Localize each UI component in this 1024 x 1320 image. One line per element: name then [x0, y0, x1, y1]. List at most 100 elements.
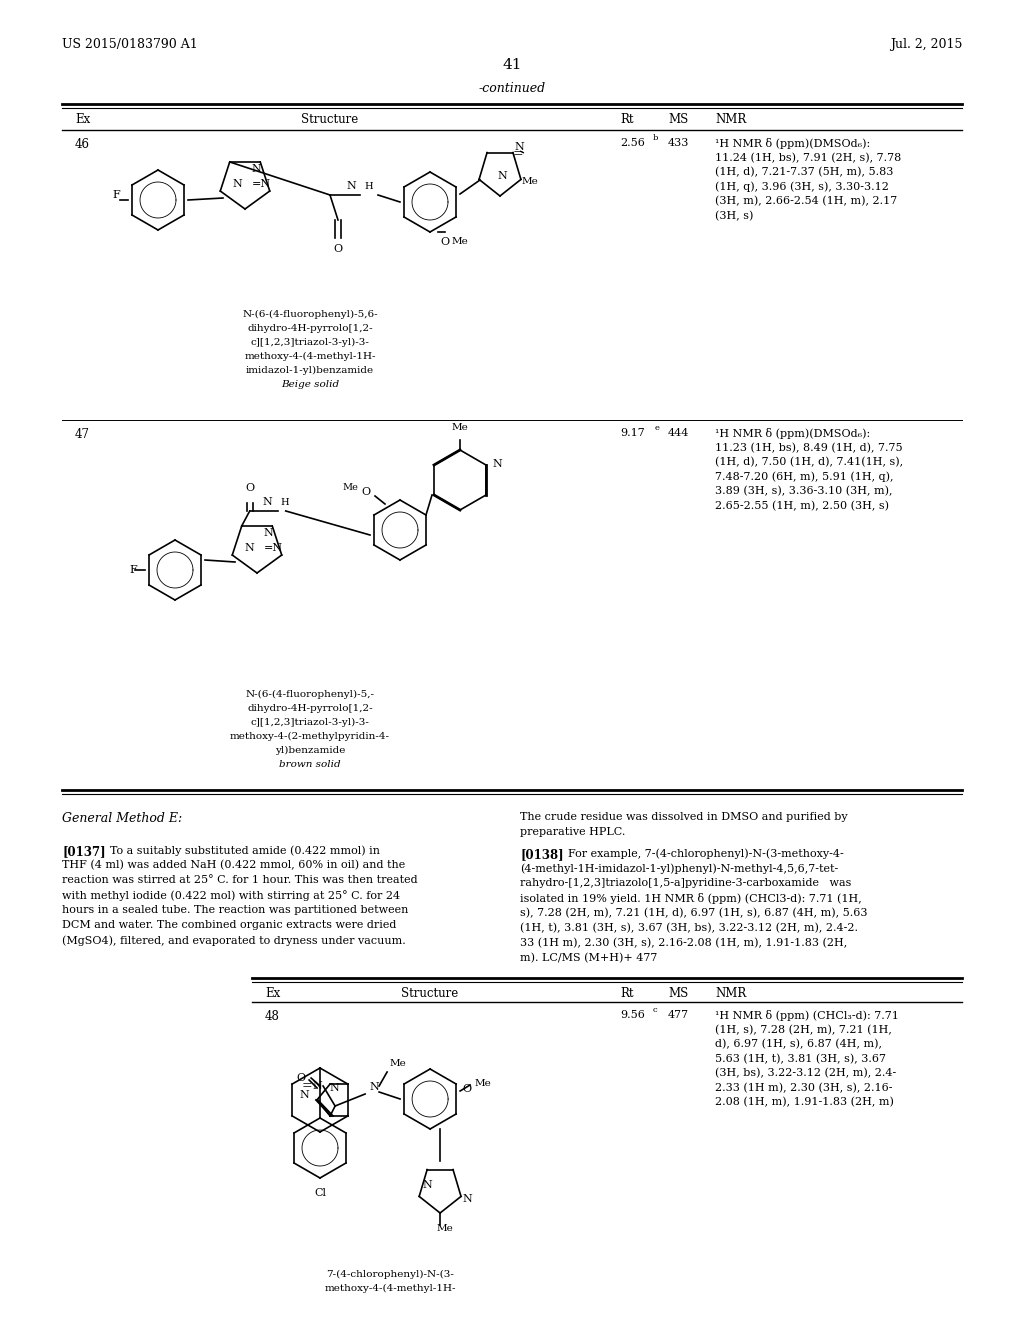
Text: 11.24 (1H, bs), 7.91 (2H, s), 7.78: 11.24 (1H, bs), 7.91 (2H, s), 7.78 — [715, 153, 901, 162]
Text: 47: 47 — [75, 428, 90, 441]
Text: Me: Me — [342, 483, 358, 492]
Text: Rt: Rt — [620, 114, 634, 125]
Text: O: O — [462, 1084, 471, 1094]
Text: Cl: Cl — [314, 1188, 326, 1199]
Text: N: N — [422, 1180, 432, 1191]
Text: NMR: NMR — [715, 987, 746, 1001]
Text: N: N — [232, 180, 243, 189]
Text: N: N — [245, 543, 254, 553]
Text: yl)benzamide: yl)benzamide — [274, 746, 345, 755]
Text: O: O — [245, 483, 254, 492]
Text: (1H, d), 7.50 (1H, d), 7.41(1H, s),: (1H, d), 7.50 (1H, d), 7.41(1H, s), — [715, 457, 903, 467]
Text: MS: MS — [668, 987, 688, 1001]
Text: (4-methyl-1H-imidazol-1-yl)phenyl)-N-methyl-4,5,6,7-tet-: (4-methyl-1H-imidazol-1-yl)phenyl)-N-met… — [520, 863, 839, 874]
Text: General Method E:: General Method E: — [62, 812, 182, 825]
Text: N: N — [263, 496, 272, 507]
Text: e: e — [655, 424, 659, 432]
Text: dihydro-4H-pyrrolo[1,2-: dihydro-4H-pyrrolo[1,2- — [247, 323, 373, 333]
Text: d), 6.97 (1H, s), 6.87 (4H, m),: d), 6.97 (1H, s), 6.87 (4H, m), — [715, 1039, 882, 1049]
Text: preparative HPLC.: preparative HPLC. — [520, 828, 626, 837]
Text: dihydro-4H-pyrrolo[1,2-: dihydro-4H-pyrrolo[1,2- — [247, 704, 373, 713]
Text: (1H, s), 7.28 (2H, m), 7.21 (1H,: (1H, s), 7.28 (2H, m), 7.21 (1H, — [715, 1024, 892, 1035]
Text: 2.56: 2.56 — [620, 139, 645, 148]
Text: (1H, t), 3.81 (3H, s), 3.67 (3H, bs), 3.22-3.12 (2H, m), 2.4-2.: (1H, t), 3.81 (3H, s), 3.67 (3H, bs), 3.… — [520, 923, 858, 933]
Text: Ex: Ex — [265, 987, 281, 1001]
Text: DCM and water. The combined organic extracts were dried: DCM and water. The combined organic extr… — [62, 920, 396, 931]
Text: N: N — [369, 1082, 379, 1092]
Text: with methyl iodide (0.422 mol) with stirring at 25° C. for 24: with methyl iodide (0.422 mol) with stir… — [62, 890, 400, 900]
Text: [0137]: [0137] — [62, 845, 105, 858]
Text: 41: 41 — [502, 58, 522, 73]
Text: [0138]: [0138] — [520, 847, 563, 861]
Text: 433: 433 — [668, 139, 689, 148]
Text: s), 7.28 (2H, m), 7.21 (1H, d), 6.97 (1H, s), 6.87 (4H, m), 5.63: s), 7.28 (2H, m), 7.21 (1H, d), 6.97 (1H… — [520, 908, 867, 919]
Text: O: O — [440, 238, 450, 247]
Text: For example, 7-(4-chlorophenyl)-N-(3-methoxy-4-: For example, 7-(4-chlorophenyl)-N-(3-met… — [568, 847, 844, 858]
Text: Me: Me — [474, 1078, 490, 1088]
Text: N-(6-(4-fluorophenyl)-5,-: N-(6-(4-fluorophenyl)-5,- — [246, 690, 375, 700]
Text: 3.89 (3H, s), 3.36-3.10 (3H, m),: 3.89 (3H, s), 3.36-3.10 (3H, m), — [715, 486, 893, 496]
Text: Structure: Structure — [401, 987, 459, 1001]
Text: Me: Me — [522, 177, 539, 186]
Text: US 2015/0183790 A1: US 2015/0183790 A1 — [62, 38, 198, 51]
Text: =N: =N — [264, 543, 284, 553]
Text: The crude residue was dissolved in DMSO and purified by: The crude residue was dissolved in DMSO … — [520, 812, 848, 822]
Text: 2.08 (1H, m), 1.91-1.83 (2H, m): 2.08 (1H, m), 1.91-1.83 (2H, m) — [715, 1097, 894, 1107]
Text: F: F — [113, 190, 120, 201]
Text: 11.23 (1H, bs), 8.49 (1H, d), 7.75: 11.23 (1H, bs), 8.49 (1H, d), 7.75 — [715, 442, 902, 453]
Text: c][1,2,3]triazol-3-yl)-3-: c][1,2,3]triazol-3-yl)-3- — [251, 338, 370, 347]
Text: MS: MS — [668, 114, 688, 125]
Text: Me: Me — [436, 1224, 454, 1233]
Text: Jul. 2, 2015: Jul. 2, 2015 — [890, 38, 962, 51]
Text: Ex: Ex — [75, 114, 90, 125]
Text: 444: 444 — [668, 428, 689, 438]
Text: Structure: Structure — [301, 114, 358, 125]
Text: rahydro-[1,2,3]triazolo[1,5-a]pyridine-3-carboxamide   was: rahydro-[1,2,3]triazolo[1,5-a]pyridine-3… — [520, 878, 851, 888]
Text: (3H, m), 2.66-2.54 (1H, m), 2.17: (3H, m), 2.66-2.54 (1H, m), 2.17 — [715, 195, 897, 206]
Text: (MgSO4), filtered, and evaporated to dryness under vacuum.: (MgSO4), filtered, and evaporated to dry… — [62, 935, 406, 945]
Text: (1H, q), 3.96 (3H, s), 3.30-3.12: (1H, q), 3.96 (3H, s), 3.30-3.12 — [715, 181, 889, 193]
Text: brown solid: brown solid — [280, 760, 341, 770]
Text: =: = — [301, 1080, 312, 1093]
Text: H: H — [281, 498, 290, 507]
Text: NMR: NMR — [715, 114, 746, 125]
Text: =N: =N — [252, 180, 271, 189]
Text: N: N — [263, 528, 273, 539]
Text: 5.63 (1H, t), 3.81 (3H, s), 3.67: 5.63 (1H, t), 3.81 (3H, s), 3.67 — [715, 1053, 886, 1064]
Text: (1H, d), 7.21-7.37 (5H, m), 5.83: (1H, d), 7.21-7.37 (5H, m), 5.83 — [715, 168, 893, 177]
Text: isolated in 19% yield. 1H NMR δ (ppm) (CHCl3-d): 7.71 (1H,: isolated in 19% yield. 1H NMR δ (ppm) (C… — [520, 894, 862, 904]
Text: F: F — [129, 565, 137, 576]
Text: N: N — [252, 164, 261, 174]
Text: (3H, s): (3H, s) — [715, 210, 754, 220]
Text: Beige solid: Beige solid — [281, 380, 339, 389]
Text: O: O — [360, 487, 370, 498]
Text: N: N — [346, 181, 356, 191]
Text: To a suitably substituted amide (0.422 mmol) in: To a suitably substituted amide (0.422 m… — [110, 845, 380, 855]
Text: N: N — [299, 1090, 309, 1100]
Text: (3H, bs), 3.22-3.12 (2H, m), 2.4-: (3H, bs), 3.22-3.12 (2H, m), 2.4- — [715, 1068, 896, 1078]
Text: N: N — [492, 459, 502, 469]
Text: methoxy-4-(2-methylpyridin-4-: methoxy-4-(2-methylpyridin-4- — [230, 733, 390, 741]
Text: -continued: -continued — [478, 82, 546, 95]
Text: reaction was stirred at 25° C. for 1 hour. This was then treated: reaction was stirred at 25° C. for 1 hou… — [62, 875, 418, 884]
Text: 48: 48 — [265, 1010, 280, 1023]
Text: H: H — [364, 182, 373, 191]
Text: N: N — [312, 1081, 323, 1092]
Text: methoxy-4-(4-methyl-1H-: methoxy-4-(4-methyl-1H- — [325, 1284, 456, 1294]
Text: hours in a sealed tube. The reaction was partitioned between: hours in a sealed tube. The reaction was… — [62, 906, 409, 915]
Text: 7.48-7.20 (6H, m), 5.91 (1H, q),: 7.48-7.20 (6H, m), 5.91 (1H, q), — [715, 471, 894, 482]
Text: Rt: Rt — [620, 987, 634, 1001]
Text: ¹H NMR δ (ppm)(DMSOd₆):: ¹H NMR δ (ppm)(DMSOd₆): — [715, 139, 870, 149]
Text: Me: Me — [452, 422, 468, 432]
Text: N-(6-(4-fluorophenyl)-5,6-: N-(6-(4-fluorophenyl)-5,6- — [243, 310, 378, 319]
Text: c: c — [653, 1006, 657, 1014]
Text: c][1,2,3]triazol-3-yl)-3-: c][1,2,3]triazol-3-yl)-3- — [251, 718, 370, 727]
Text: 46: 46 — [75, 139, 90, 150]
Text: N: N — [330, 1082, 340, 1093]
Text: 9.56: 9.56 — [620, 1010, 645, 1020]
Text: O: O — [296, 1073, 305, 1082]
Text: N: N — [462, 1195, 472, 1204]
Text: Me: Me — [389, 1059, 406, 1068]
Text: THF (4 ml) was added NaH (0.422 mmol, 60% in oil) and the: THF (4 ml) was added NaH (0.422 mmol, 60… — [62, 861, 406, 870]
Text: N: N — [497, 172, 507, 181]
